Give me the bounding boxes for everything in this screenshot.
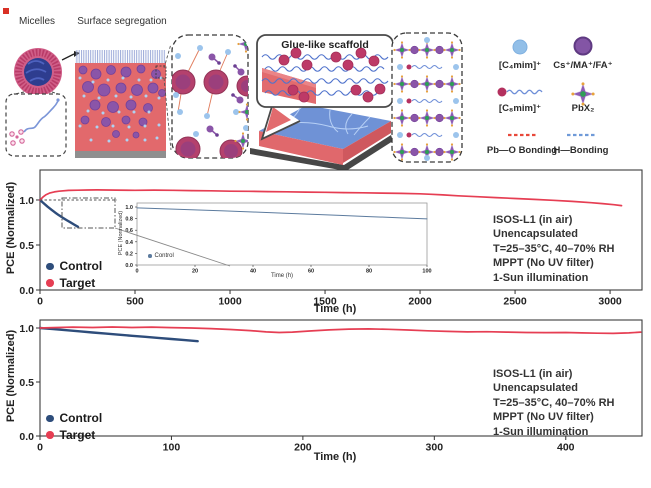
inset-control-label: Control xyxy=(154,253,174,259)
surface-zoom-illustration xyxy=(171,34,249,159)
bottom-x-axis-label: Time (h) xyxy=(313,451,357,463)
svg-text:0.5: 0.5 xyxy=(19,240,34,252)
legend-item-control: Control xyxy=(46,258,102,275)
legend-control-label: Control xyxy=(59,411,103,426)
arrow-line xyxy=(61,53,75,61)
svg-text:100: 100 xyxy=(163,442,181,454)
inset-control-marker-icon xyxy=(148,254,152,258)
svg-text:1500: 1500 xyxy=(313,296,337,308)
bottom-test-conditions-annotation: ISOS-L1 (in air) Unencapsulated T=25–35°… xyxy=(493,367,615,439)
main-y-axis-label: PCE (Normalized) xyxy=(5,181,17,275)
svg-text:0: 0 xyxy=(37,442,43,454)
svg-text:0.0: 0.0 xyxy=(125,263,133,269)
surfactant-molecule-illustration xyxy=(5,91,67,157)
svg-text:0: 0 xyxy=(135,269,138,275)
surface-segregation-label: Surface segregation xyxy=(77,16,167,27)
svg-text:1.0: 1.0 xyxy=(19,195,34,207)
micelles-label: Micelles xyxy=(18,16,56,27)
annotation-line: Unencapsulated xyxy=(493,228,578,241)
annotation-line: 1-Sun illumination xyxy=(493,425,589,438)
svg-text:400: 400 xyxy=(557,442,575,454)
main-x-axis-label: Time (h) xyxy=(313,303,357,315)
legend-control-label: Control xyxy=(59,259,103,274)
svg-text:0.6: 0.6 xyxy=(125,228,133,234)
svg-text:0.2: 0.2 xyxy=(125,251,133,257)
annotation-line: ISOS-L1 (in air) xyxy=(493,214,573,226)
target-legend-marker-icon xyxy=(46,279,54,287)
svg-text:60: 60 xyxy=(308,269,314,275)
glue-scaffold-illustration xyxy=(256,34,394,141)
annotation-line: Unencapsulated xyxy=(493,382,578,395)
schematic-illustration xyxy=(3,8,596,170)
legend-target-label: Target xyxy=(59,275,96,290)
svg-text:1000: 1000 xyxy=(218,296,242,308)
c8mim-icon xyxy=(497,87,543,97)
annotation-line: MPPT (No UV filter) xyxy=(493,411,594,424)
svg-text:500: 500 xyxy=(126,296,144,308)
svg-text:0.4: 0.4 xyxy=(125,240,134,246)
c4mim-icon xyxy=(512,39,528,55)
svg-text:40: 40 xyxy=(250,269,256,275)
annotation-line: T=25–35°C, 40–70% RH xyxy=(493,242,615,255)
h-bond-label: H—Bonding xyxy=(553,145,609,156)
svg-text:1.0: 1.0 xyxy=(125,205,133,211)
target-legend-marker-icon xyxy=(46,431,54,439)
pb-o-bond-label: Pb—O Bonding xyxy=(486,145,558,156)
main-test-conditions-annotation: ISOS-L1 (in air) Unencapsulated T=25–35°… xyxy=(493,213,615,285)
c8mim-label: [C₈mim]⁺ xyxy=(498,103,542,114)
control-legend-marker-icon xyxy=(46,414,54,422)
micelle-icon xyxy=(14,48,62,96)
cation-icon xyxy=(573,36,593,56)
inset-y-axis-label: PCE (Normalized) xyxy=(118,210,124,256)
legend-target-label: Target xyxy=(59,427,96,442)
svg-text:0.0: 0.0 xyxy=(19,285,34,297)
svg-text:0.0: 0.0 xyxy=(19,431,34,443)
svg-text:300: 300 xyxy=(426,442,444,454)
c4mim-label: [C₄mim]⁺ xyxy=(498,60,542,71)
svg-text:200: 200 xyxy=(294,442,312,454)
svg-text:100: 100 xyxy=(422,269,431,275)
svg-text:0.8: 0.8 xyxy=(125,217,133,223)
surface-segregation-illustration xyxy=(75,43,172,158)
bottom-chart-legend: Control Target xyxy=(46,410,102,443)
annotation-line: ISOS-L1 (in air) xyxy=(493,368,573,380)
control-legend-marker-icon xyxy=(46,262,54,270)
svg-text:1.0: 1.0 xyxy=(19,323,34,335)
inset-connector-line xyxy=(114,227,231,267)
main-chart-legend: Control Target xyxy=(46,258,102,291)
inset-chart: 0 20 40 60 80 100 0.0 0.2 0.4 0.6 0.8 1.0 xyxy=(117,198,432,288)
svg-text:2500: 2500 xyxy=(503,296,527,308)
inset-legend: Control xyxy=(148,253,174,259)
red-square-marker xyxy=(3,8,9,14)
svg-text:3000: 3000 xyxy=(598,296,622,308)
pbx2-label: PbX₂ xyxy=(571,103,595,114)
inset-x-axis-label: Time (h) xyxy=(270,273,294,279)
bottom-y-axis-label: PCE (Normalized) xyxy=(5,329,17,423)
annotation-line: MPPT (No UV filter) xyxy=(493,257,594,270)
legend-item-control: Control xyxy=(46,410,102,427)
legend-item-target: Target xyxy=(46,427,102,444)
cation-label: Cs⁺/MA⁺/FA⁺ xyxy=(553,60,613,71)
svg-text:0: 0 xyxy=(37,296,43,308)
annotation-line: 1-Sun illumination xyxy=(493,271,589,284)
perovskite-lattice-illustration xyxy=(391,32,463,163)
legend-item-target: Target xyxy=(46,275,102,292)
svg-text:20: 20 xyxy=(192,269,198,275)
glue-scaffold-label: Glue-like scaffold xyxy=(281,39,369,51)
svg-text:0.5: 0.5 xyxy=(19,377,34,389)
bottom-stability-chart: 0 100 200 300 400 0.0 0.5 1.0 xyxy=(19,319,643,454)
annotation-line: T=25–35°C, 40–70% RH xyxy=(493,396,615,409)
svg-text:2000: 2000 xyxy=(408,296,432,308)
svg-text:80: 80 xyxy=(366,269,372,275)
